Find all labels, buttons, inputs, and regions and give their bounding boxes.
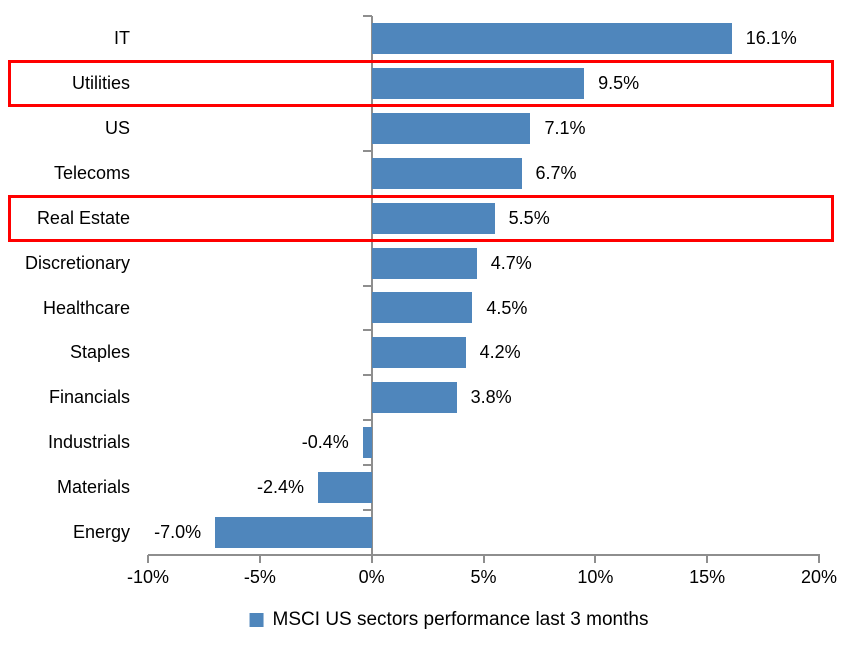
bar-discretionary	[371, 247, 477, 279]
legend-color-swatch	[249, 613, 264, 627]
legend: MSCI US sectors performance last 3 month…	[249, 609, 649, 631]
category-label-materials: Materials	[56, 477, 130, 498]
value-label-discretionary: 4.7%	[490, 252, 532, 273]
x-tick-label-20-: 20%	[800, 567, 838, 587]
bar-it	[371, 22, 732, 54]
value-axis-tick	[706, 555, 709, 563]
value-label-real-estate: 5.5%	[508, 207, 550, 228]
value-label-telecoms: 6.7%	[535, 162, 577, 183]
bar-healthcare	[371, 292, 473, 324]
category-label-financials: Financials	[48, 387, 130, 408]
category-label-utilities: Utilities	[71, 72, 130, 93]
category-label-healthcare: Healthcare	[42, 297, 130, 318]
x-tick-label--5-: -5%	[243, 567, 276, 587]
value-label-financials: 3.8%	[470, 387, 512, 408]
category-label-industrials: Industrials	[47, 432, 130, 453]
x-tick-label-10-: 10%	[577, 567, 614, 587]
category-axis-tick	[362, 464, 372, 467]
x-tick-label-0-: 0%	[358, 567, 385, 587]
bar-energy	[215, 517, 372, 549]
category-axis-tick	[362, 509, 372, 512]
x-tick-label-15-: 15%	[689, 567, 726, 587]
value-axis-tick	[370, 555, 373, 563]
value-axis-tick	[818, 555, 820, 563]
bar-us	[371, 112, 531, 144]
x-tick-label--10-: -10%	[126, 567, 170, 587]
value-label-staples: 4.2%	[479, 342, 521, 363]
bar-telecoms	[371, 157, 522, 189]
value-label-materials: -2.4%	[256, 477, 304, 498]
x-tick-label-5-: 5%	[470, 567, 497, 587]
value-label-utilities: 9.5%	[598, 72, 640, 93]
category-axis-tick	[362, 329, 372, 332]
value-axis-tick	[147, 555, 149, 563]
category-label-telecoms: Telecoms	[53, 162, 130, 183]
value-label-energy: -7.0%	[154, 522, 202, 543]
highlight-box-real-estate	[8, 194, 834, 242]
value-label-us: 7.1%	[544, 117, 586, 138]
category-axis-line	[370, 16, 373, 555]
category-label-us: US	[104, 117, 130, 138]
bar-financials	[371, 382, 457, 414]
category-label-discretionary: Discretionary	[24, 252, 130, 273]
bar-materials	[317, 472, 372, 504]
category-label-staples: Staples	[69, 342, 130, 363]
value-axis-tick	[258, 555, 261, 563]
category-axis-tick	[362, 554, 372, 556]
bar-staples	[371, 337, 466, 369]
legend-series-label: MSCI US sectors performance last 3 month…	[272, 609, 649, 630]
category-axis-tick	[362, 15, 372, 17]
value-axis-tick	[482, 555, 485, 563]
value-label-healthcare: 4.5%	[486, 297, 528, 318]
bar-utilities	[371, 67, 585, 99]
bar-real-estate	[371, 202, 495, 234]
category-axis-tick	[362, 149, 372, 152]
bar-industrials	[362, 427, 372, 459]
highlight-box-utilities	[8, 59, 834, 107]
category-label-real-estate: Real Estate	[36, 207, 130, 228]
value-label-it: 16.1%	[745, 28, 797, 48]
category-label-energy: Energy	[72, 522, 130, 543]
value-axis-tick	[594, 555, 597, 563]
value-label-industrials: -0.4%	[301, 432, 349, 453]
category-axis-tick	[362, 374, 372, 377]
category-axis-tick	[362, 419, 372, 422]
category-axis-tick	[362, 284, 372, 287]
category-label-it: IT	[114, 28, 130, 48]
